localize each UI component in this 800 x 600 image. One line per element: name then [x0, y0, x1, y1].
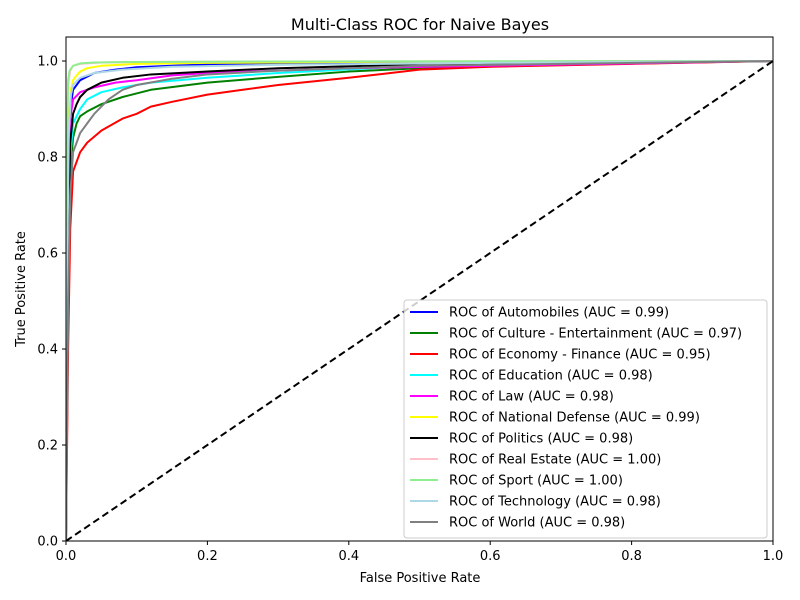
legend: ROC of Automobiles (AUC = 0.99) ROC of Cu… [403, 299, 768, 539]
legend-entry-label: ROC of Automobiles (AUC = 0.99) [449, 306, 669, 321]
roc-line-8 [66, 60, 773, 541]
y-tick-label: 0.0 [37, 535, 58, 550]
x-tick-label: 0.8 [621, 549, 642, 564]
legend-entry-label: ROC of Culture - Entertainment (AUC = 0.… [449, 327, 742, 342]
y-tick-label: 1.0 [37, 55, 58, 70]
axis-ticks: 0.0 0.2 0.4 0.6 0.8 1.0 0.0 0.2 0.4 0.6 0.8 1.0 [37, 55, 783, 565]
legend-entry-label: ROC of World (AUC = 0.98) [449, 516, 625, 531]
roc-line-10 [66, 60, 773, 541]
legend-entry-label: ROC of Law (AUC = 0.98) [449, 390, 614, 405]
y-tick-label: 0.6 [37, 247, 58, 262]
legend-entry-label: ROC of Education (AUC = 0.98) [449, 369, 653, 384]
x-tick-label: 1.0 [763, 549, 784, 564]
x-tick-label: 0.4 [338, 549, 359, 564]
chart-title: Multi-Class ROC for Naive Bayes [291, 15, 549, 34]
y-axis-label: True Positive Rate [14, 231, 29, 348]
roc-line-6 [66, 60, 773, 541]
legend-entry-label: ROC of Politics (AUC = 0.98) [449, 432, 633, 447]
legend-entry-label: ROC of Real Estate (AUC = 1.00) [449, 453, 661, 468]
plot-area [66, 60, 773, 541]
legend-entry-label: ROC of Technology (AUC = 0.98) [449, 495, 661, 510]
x-tick-label: 0.6 [480, 549, 501, 564]
roc-line-2 [66, 60, 773, 541]
x-tick-label: 0.2 [197, 549, 218, 564]
x-axis-label: False Positive Rate [360, 571, 481, 586]
y-tick-label: 0.4 [37, 343, 58, 358]
legend-entry-label: ROC of Economy - Finance (AUC = 0.95) [449, 348, 711, 363]
x-tick-label: 0.0 [56, 549, 77, 564]
roc-line-9 [66, 60, 773, 541]
legend-entry-label: ROC of Sport (AUC = 1.00) [449, 474, 623, 489]
y-tick-label: 0.2 [37, 439, 58, 454]
legend-entry-label: ROC of National Defense (AUC = 0.99) [449, 411, 700, 426]
roc-line-1 [66, 60, 773, 541]
y-tick-label: 0.8 [37, 151, 58, 166]
plot-frame [65, 36, 774, 542]
legend-box [403, 299, 768, 539]
